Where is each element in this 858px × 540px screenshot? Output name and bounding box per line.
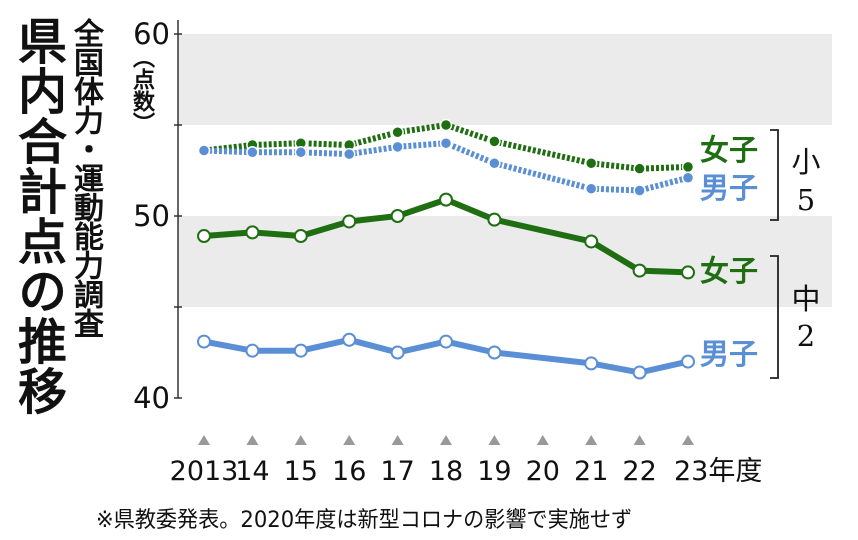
data-point <box>584 356 599 371</box>
data-point <box>342 214 357 229</box>
group-brackets: 小 5 中2 <box>770 129 821 379</box>
x-tick-label: 17 <box>380 456 414 487</box>
data-point <box>584 234 599 249</box>
series-label: 男子 <box>700 337 758 371</box>
data-point <box>342 147 356 161</box>
group-bracket <box>770 255 779 379</box>
source-note: ※県教委発表。2020年度は新型コロナの影響で実施せず <box>96 508 633 533</box>
data-point <box>245 225 260 240</box>
data-point <box>681 171 695 185</box>
data-point <box>197 334 211 349</box>
x-tick-label: 21 <box>574 456 608 487</box>
data-point <box>246 146 259 159</box>
group-label: 小 <box>791 145 820 179</box>
x-tick-label: 19 <box>477 456 511 487</box>
data-point <box>487 212 502 227</box>
series-label: 男子 <box>700 171 758 205</box>
x-tick-label: 23年度 <box>674 456 762 487</box>
data-point <box>197 144 211 157</box>
x-tick-triangle <box>536 435 549 445</box>
x-tick-label: 20 <box>526 456 560 487</box>
data-point <box>633 162 646 175</box>
series-line-小5-女子 <box>203 122 689 172</box>
series-points <box>197 118 695 380</box>
data-point <box>584 182 598 195</box>
data-point <box>681 160 695 174</box>
background-band <box>178 34 832 125</box>
series-lines <box>203 122 689 376</box>
data-point <box>488 135 501 148</box>
data-point <box>633 184 646 197</box>
series-line-中2-女子 <box>203 196 689 276</box>
x-tick-label: 15 <box>284 456 318 487</box>
y-axis-unit-label: （点数） <box>129 46 154 134</box>
x-tick-label: 22 <box>622 456 656 487</box>
y-tick-label: 50 <box>133 199 170 233</box>
data-point <box>293 343 308 358</box>
data-point <box>439 118 453 132</box>
data-point <box>488 156 501 170</box>
data-point <box>681 265 695 280</box>
data-point <box>342 332 357 347</box>
y-tick-label: 40 <box>133 381 170 415</box>
y-axis: 40 50 60 <box>133 17 182 415</box>
data-point <box>294 146 308 159</box>
x-tick-label: 16 <box>332 456 366 487</box>
group-label: 5 <box>797 183 815 217</box>
series-line-小5-男子 <box>203 140 689 194</box>
data-point <box>390 209 405 223</box>
x-tick-triangle <box>585 435 598 445</box>
x-tick-triangle <box>343 435 356 445</box>
y-tick-label: 60 <box>133 17 170 51</box>
x-tick-triangle <box>294 435 307 445</box>
x-tick-triangle <box>488 435 501 445</box>
background-band <box>178 216 832 307</box>
background-bands <box>178 34 832 307</box>
data-point <box>197 229 211 244</box>
data-point <box>439 136 453 150</box>
data-point <box>584 156 598 170</box>
x-tick-triangle <box>633 435 646 445</box>
data-point <box>390 345 405 360</box>
data-point <box>632 263 647 278</box>
group-label: 中 <box>791 282 820 316</box>
x-tick-label: 2013 <box>170 456 239 487</box>
x-tick-triangle <box>682 435 694 445</box>
series-line-中2-男子 <box>203 336 689 376</box>
group-label: 2 <box>797 319 815 353</box>
chart-title: 県内合計点の推移 <box>10 16 67 416</box>
data-point <box>487 345 502 360</box>
data-point <box>391 126 404 139</box>
data-point <box>632 365 647 380</box>
x-tick-triangle <box>391 435 404 445</box>
data-point <box>681 354 695 369</box>
x-tick-triangle <box>246 435 259 445</box>
group-bracket <box>770 129 779 221</box>
series-label: 女子 <box>700 133 758 167</box>
x-tick-label: 18 <box>429 456 463 487</box>
data-point <box>245 343 260 358</box>
data-point <box>439 192 453 207</box>
x-tick-triangle <box>440 435 452 445</box>
data-point <box>391 140 404 154</box>
series-label: 女子 <box>700 254 758 288</box>
data-point <box>293 229 308 244</box>
data-point <box>439 334 453 349</box>
x-tick-triangle <box>198 435 210 445</box>
x-tick-label: 14 <box>235 456 269 487</box>
chart-subtitle: 全国体力・運動能力調査 <box>68 18 103 337</box>
